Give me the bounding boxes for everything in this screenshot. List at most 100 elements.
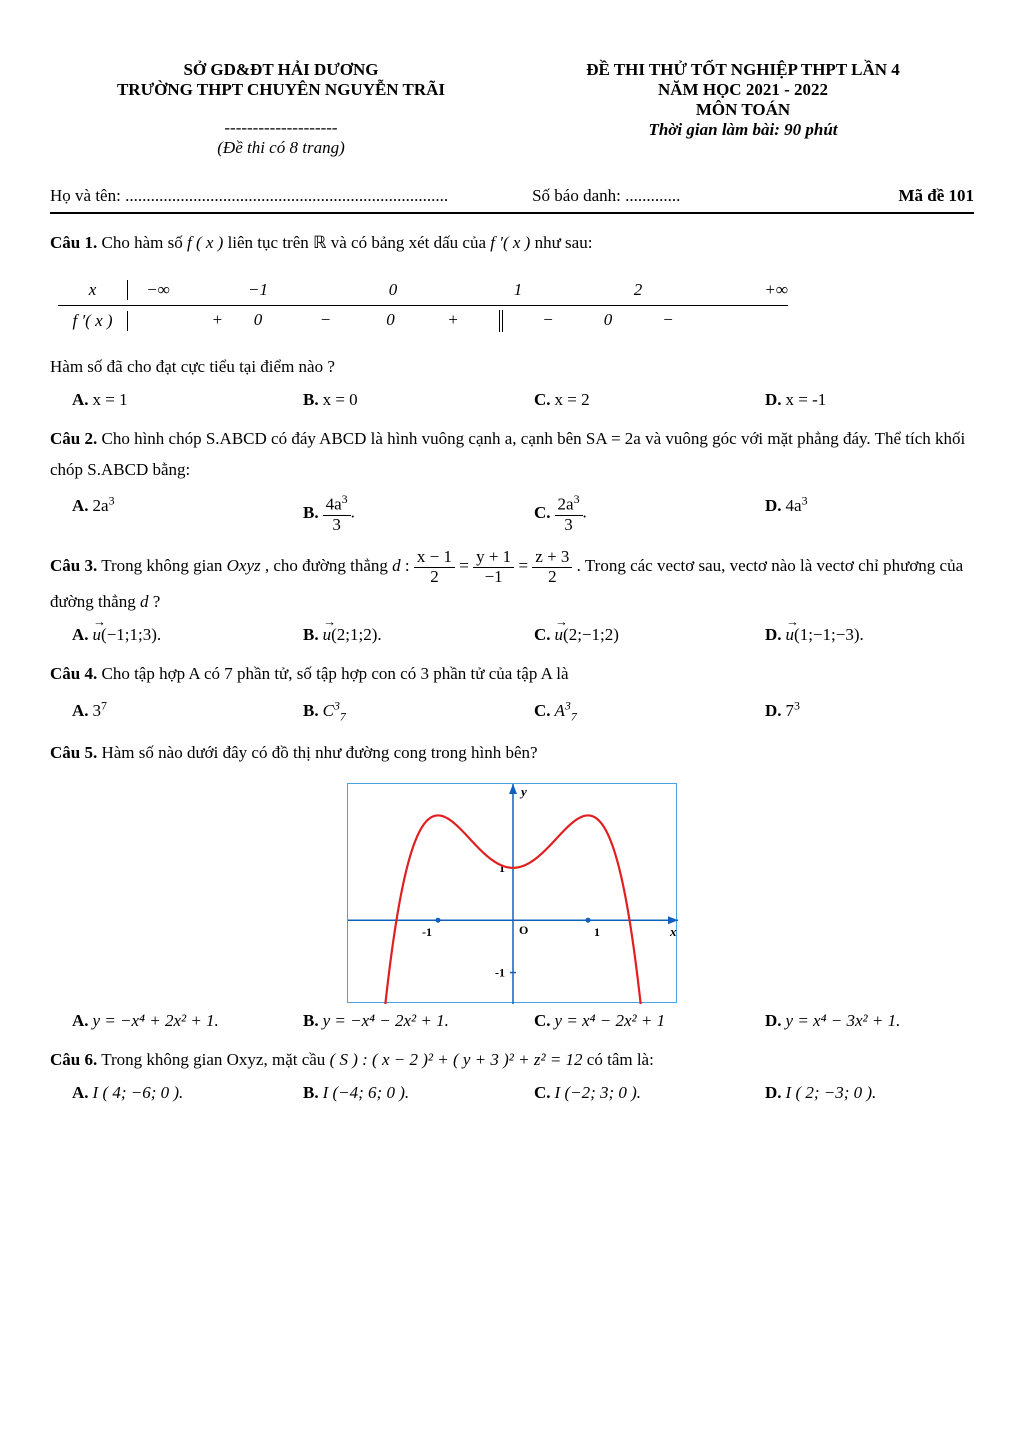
id-field: Số báo danh: ............. xyxy=(532,186,773,206)
org-line-1: SỞ GD&ĐT HẢI DƯƠNG xyxy=(50,60,512,80)
q2-text: Cho hình chóp S.ABCD có đáy ABCD là hình… xyxy=(50,429,965,479)
q4-text: Cho tập hợp A có 7 phần tử, số tập hợp c… xyxy=(101,664,568,683)
question-1: Câu 1. Cho hàm số f ( x ) liên tục trên … xyxy=(50,228,974,259)
opt-label-B: B. xyxy=(303,1083,319,1102)
svg-text:1: 1 xyxy=(594,925,600,939)
svg-text:y: y xyxy=(519,784,527,799)
opt-label-C: C. xyxy=(534,701,551,720)
q3-oxyz: Oxyz xyxy=(227,557,261,576)
q5-text: Hàm số nào dưới đây có đồ thị như đường … xyxy=(101,743,537,762)
q2-B-frac: 4a33 xyxy=(323,493,351,534)
q6-options: A.I ( 4; −6; 0 ). B.I (−4; 6; 0 ). C.I (… xyxy=(50,1083,974,1103)
q6-S: ( S ) : ( x − 2 )² + ( y + 3 )² + z² = 1… xyxy=(330,1050,583,1069)
st-x-0: −∞ xyxy=(128,280,188,300)
q1-C: x = 2 xyxy=(555,390,590,409)
q3-d-2: d xyxy=(140,592,149,611)
q4-D: 73 xyxy=(786,701,800,720)
st-s-0: + xyxy=(128,310,223,332)
q4-options: A.37 B.C37 C.A37 D.73 xyxy=(50,698,974,724)
question-6: Câu 6. Trong không gian Oxyz, mặt cầu ( … xyxy=(50,1045,974,1076)
function-graph: -11-11Oxy xyxy=(347,783,677,1003)
st-x-3: 1 xyxy=(458,280,578,300)
opt-label-C: C. xyxy=(534,1011,551,1030)
vector-u-icon: u xyxy=(93,625,102,645)
q1-options: A.x = 1 B.x = 0 C.x = 2 D.x = -1 xyxy=(50,390,974,410)
q3-D: (1;−1;−3) xyxy=(794,625,859,644)
st-s-5: − xyxy=(518,310,578,332)
vector-u-icon: u xyxy=(323,625,332,645)
st-s-1: 0 xyxy=(223,310,293,332)
st-x-2: 0 xyxy=(328,280,458,300)
opt-label-D: D. xyxy=(765,701,782,720)
q6-D: I ( 2; −3; 0 ). xyxy=(786,1083,877,1102)
vector-u-icon: u xyxy=(786,625,795,645)
st-s-4: + xyxy=(423,310,483,332)
q1-text-d: như sau: xyxy=(535,233,593,252)
q5-B: y = −x⁴ − 2x² + 1. xyxy=(323,1011,449,1030)
exam-duration: Thời gian làm bài: 90 phút xyxy=(512,120,974,140)
q3-d: d xyxy=(392,557,401,576)
opt-label-A: A. xyxy=(72,1011,89,1030)
header-left: SỞ GD&ĐT HẢI DƯƠNG TRƯỜNG THPT CHUYÊN NG… xyxy=(50,60,512,158)
q4-C: A37 xyxy=(555,701,577,720)
q6-text-b: có tâm là: xyxy=(587,1050,654,1069)
opt-label-D: D. xyxy=(765,390,782,409)
q3-f2: y + 1−1 xyxy=(473,548,514,586)
q1-prefix: Câu 1. xyxy=(50,233,97,252)
st-s-2: − xyxy=(293,310,358,332)
q3-prefix: Câu 3. xyxy=(50,557,97,576)
exam-header: SỞ GD&ĐT HẢI DƯƠNG TRƯỜNG THPT CHUYÊN NG… xyxy=(50,60,974,158)
st-x-row: −∞ −1 0 1 2 +∞ xyxy=(128,280,974,300)
q5-options: A.y = −x⁴ + 2x² + 1. B.y = −x⁴ − 2x² + 1… xyxy=(50,1011,974,1031)
exam-title-2: NĂM HỌC 2021 - 2022 xyxy=(512,80,974,100)
q2-A: 2a3 xyxy=(93,496,115,515)
vector-u-icon: u xyxy=(555,625,564,645)
st-fp-label: f ′( x ) xyxy=(58,311,128,331)
opt-label-C: C. xyxy=(534,625,551,644)
opt-label-A: A. xyxy=(72,390,89,409)
q1-fx: f ( x ) xyxy=(187,233,223,252)
org-line-2: TRƯỜNG THPT CHUYÊN NGUYỄN TRÃI xyxy=(50,80,512,100)
opt-label-C: C. xyxy=(534,1083,551,1102)
st-s-7: − xyxy=(638,310,698,332)
opt-label-B: B. xyxy=(303,1011,319,1030)
q1-text-c: và có bảng xét dấu của xyxy=(331,233,491,252)
question-2: Câu 2. Cho hình chóp S.ABCD có đáy ABCD … xyxy=(50,424,974,485)
question-4: Câu 4. Cho tập hợp A có 7 phần tử, số tậ… xyxy=(50,659,974,690)
opt-label-D: D. xyxy=(765,625,782,644)
opt-label-B: B. xyxy=(303,625,319,644)
q1-A: x = 1 xyxy=(93,390,128,409)
q6-C: I (−2; 3; 0 ). xyxy=(555,1083,642,1102)
opt-label-D: D. xyxy=(765,1083,782,1102)
q6-text-a: Trong không gian Oxyz, mặt cầu xyxy=(101,1050,329,1069)
q2-D: 4a3 xyxy=(786,496,808,515)
q3-colon: : xyxy=(405,557,414,576)
svg-text:-1: -1 xyxy=(422,925,432,939)
st-x-4: 2 xyxy=(578,280,698,300)
opt-label-B: B. xyxy=(303,503,319,522)
info-row: Họ và tên: .............................… xyxy=(50,186,974,206)
st-s-3: 0 xyxy=(358,310,423,332)
q6-B: I (−4; 6; 0 ). xyxy=(323,1083,410,1102)
opt-label-A: A. xyxy=(72,496,89,515)
dash-line: -------------------- xyxy=(50,118,512,138)
exam-title-3: MÔN TOÁN xyxy=(512,100,974,120)
header-right: ĐỀ THI THỬ TỐT NGHIỆP THPT LẦN 4 NĂM HỌC… xyxy=(512,60,974,158)
q4-prefix: Câu 4. xyxy=(50,664,97,683)
svg-text:O: O xyxy=(519,923,528,937)
graph-svg: -11-11Oxy xyxy=(348,784,678,1004)
question-5: Câu 5. Hàm số nào dưới đây có đồ thị như… xyxy=(50,738,974,769)
q3-text-a: Trong không gian xyxy=(101,557,226,576)
svg-text:-1: -1 xyxy=(495,965,505,979)
q3-text-d: ? xyxy=(153,592,161,611)
st-x-1: −1 xyxy=(188,280,328,300)
q3-B: (2;1;2) xyxy=(331,625,377,644)
q1-tail: Hàm số đã cho đạt cực tiểu tại điểm nào … xyxy=(50,352,974,383)
exam-code: Mã đề 101 xyxy=(773,186,974,206)
q3-options: A.u(−1;1;3). B.u(2;1;2). C.u(2;−1;2) D.u… xyxy=(50,625,974,645)
q2-C-frac: 2a33 xyxy=(555,493,583,534)
q4-A: 37 xyxy=(93,701,107,720)
q3-A: (−1;1;3) xyxy=(101,625,157,644)
q6-A: I ( 4; −6; 0 ). xyxy=(93,1083,184,1102)
q1-B: x = 0 xyxy=(323,390,358,409)
